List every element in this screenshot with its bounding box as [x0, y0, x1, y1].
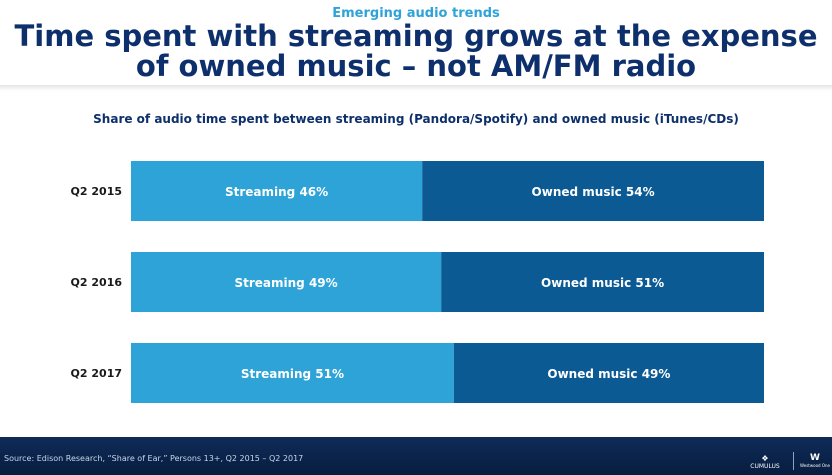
westwood-one-logo: W Westwood One — [800, 454, 830, 470]
data-label-owned-music-q2-2015: Owned music 54% — [532, 185, 655, 199]
bar-owned-music-q2-2015 — [422, 161, 764, 221]
page-title: Time spent with streaming grows at the e… — [0, 21, 832, 81]
westwood-one-logo-text: Westwood One — [800, 463, 830, 468]
cumulus-logo-text: CUMULUS — [750, 463, 780, 470]
data-label-streaming-q2-2017: Streaming 51% — [241, 367, 344, 381]
bar-streaming-q2-2017 — [131, 343, 454, 403]
footer-bar — [0, 437, 832, 475]
data-label-owned-music-q2-2016: Owned music 51% — [541, 276, 664, 290]
source-note: Source: Edison Research, “Share of Ear,”… — [4, 454, 304, 463]
data-label-streaming-q2-2015: Streaming 46% — [225, 185, 328, 199]
bar-owned-music-q2-2016 — [441, 252, 764, 312]
chart-title: Share of audio time spent between stream… — [93, 112, 739, 126]
category-label-q2-2015: Q2 2015 — [71, 185, 122, 198]
cumulus-logo: ❖ CUMULUS — [744, 454, 786, 471]
data-label-streaming-q2-2016: Streaming 49% — [234, 276, 337, 290]
kicker-text: Emerging audio trends — [332, 6, 500, 21]
stacked-bar-chart: Q2 2015 Streaming 46% Owned music 54% Q2 20… — [71, 161, 764, 403]
bar-streaming-q2-2015 — [131, 161, 423, 221]
logo-divider — [793, 452, 794, 470]
data-label-owned-music-q2-2017: Owned music 49% — [547, 367, 670, 381]
westwood-one-logo-mark: W — [810, 453, 820, 463]
cumulus-logo-mark: ❖ — [761, 454, 769, 463]
category-label-q2-2017: Q2 2017 — [71, 367, 122, 380]
category-label-q2-2016: Q2 2016 — [71, 276, 123, 289]
title-divider — [0, 85, 832, 91]
bar-streaming-q2-2016 — [131, 252, 442, 312]
page-title-line-2: of owned music – not AM/FM radio — [135, 49, 697, 83]
bar-owned-music-q2-2017 — [453, 343, 764, 403]
page-title-line-1: Time spent with streaming grows at the e… — [14, 19, 818, 53]
